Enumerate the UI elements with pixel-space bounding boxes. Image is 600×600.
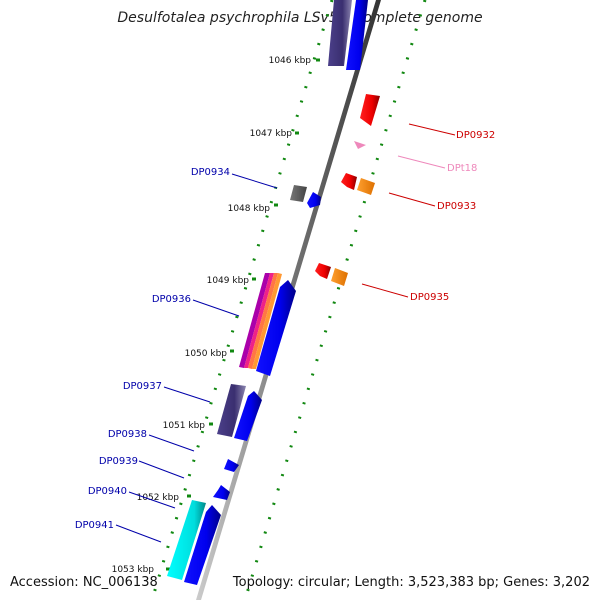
- leader-dp0934: [231, 173, 278, 189]
- leader-dp0933: [388, 192, 436, 207]
- gene-arrow-dp0933-a: [341, 173, 357, 190]
- gene-arrow-dp0935-b: [331, 268, 348, 286]
- gene-label-dp0933[interactable]: DP0933: [437, 201, 476, 212]
- gene-feature-top-blue: [346, 0, 368, 70]
- leader-dp0939: [138, 460, 185, 479]
- gene-arrow-dp0934-blue: [307, 192, 321, 208]
- gene-arrow-dp0941-cyan: [167, 500, 206, 580]
- gene-label-dp0932[interactable]: DP0932: [456, 130, 495, 141]
- gene-label-dp0939[interactable]: DP0939: [99, 456, 138, 467]
- gene-label-dp0938[interactable]: DP0938: [108, 429, 147, 440]
- leader-dp0940: [128, 491, 176, 509]
- gene-feature-top-purple: [328, 0, 352, 66]
- gene-arrow-dp0937-purple: [217, 384, 246, 437]
- map-title: Desulfotalea psychrophila LSv54, complet…: [117, 10, 483, 26]
- leader-dp0938: [148, 434, 195, 452]
- tick-label: 1053 kbp: [112, 565, 155, 575]
- gene-arrow-dp0936-blue: [256, 280, 296, 376]
- leader-dp0941: [115, 524, 162, 543]
- gene-arrow-dp0941-blue: [184, 505, 221, 585]
- gene-label-dp0937[interactable]: DP0937: [123, 381, 162, 392]
- tick-label: 1049 kbp: [207, 276, 250, 286]
- accession-label: Accession: NC_006138: [10, 575, 158, 590]
- gene-label-dp0940[interactable]: DP0940: [88, 486, 127, 497]
- gene-label-dp0941[interactable]: DP0941: [75, 520, 114, 531]
- tick-label: 1047 kbp: [250, 129, 293, 139]
- tick-label: 1051 kbp: [163, 421, 206, 431]
- gene-arrow-dp0939: [224, 459, 239, 472]
- gene-label-dp0936[interactable]: DP0936: [152, 294, 191, 305]
- tick-label: 1046 kbp: [269, 56, 312, 66]
- tick-label: 1048 kbp: [228, 204, 271, 214]
- gene-arrow-dpt18: [354, 141, 366, 149]
- gene-arrow-dp0934-gray: [290, 185, 307, 202]
- gene-label-dp0934[interactable]: DP0934: [191, 167, 230, 178]
- genome-summary-label: Topology: circular; Length: 3,523,383 bp…: [232, 575, 590, 590]
- tick-label: 1050 kbp: [185, 349, 228, 359]
- gene-arrow-dp0932: [360, 94, 380, 126]
- tick-marks: [166, 58, 320, 571]
- gene-arrow-dp0935-a: [315, 263, 331, 279]
- gene-arrow-dp0940: [213, 485, 230, 500]
- leader-dp0932: [408, 123, 456, 136]
- gene-arrow-dp0933-b: [357, 178, 375, 195]
- leader-dp0936: [192, 299, 240, 317]
- gene-arrow-dp0937-blue: [234, 391, 262, 441]
- leader-dpt18: [397, 155, 446, 169]
- leader-dp0937: [163, 386, 211, 403]
- gene-label-dpt18[interactable]: DPt18: [447, 163, 477, 174]
- gene-arrow-dp0936-striped: [239, 273, 282, 369]
- leader-dp0935: [361, 283, 409, 298]
- gene-label-dp0935[interactable]: DP0935: [410, 292, 449, 303]
- tick-label: 1052 kbp: [137, 493, 180, 503]
